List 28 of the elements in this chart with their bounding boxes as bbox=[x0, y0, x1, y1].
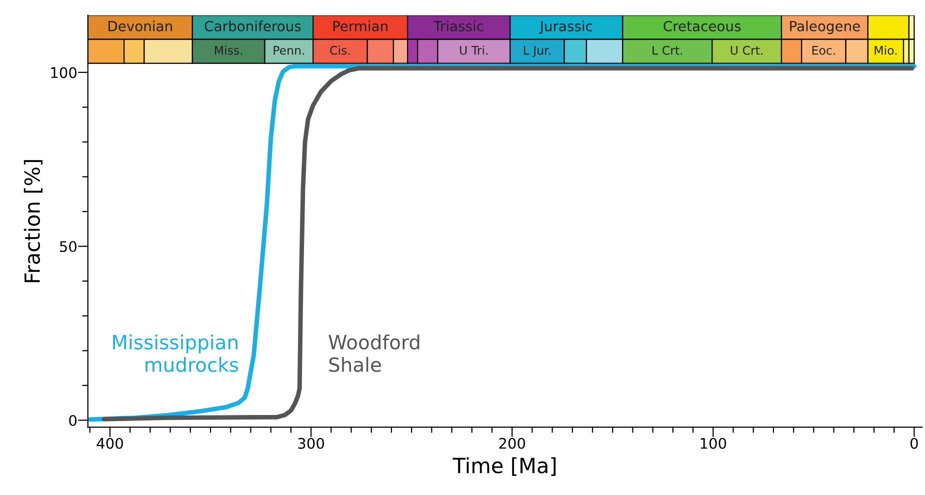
band-label: Cretaceous bbox=[664, 20, 741, 32]
band-label: Mio. bbox=[874, 46, 897, 55]
x-tick-label: 400 bbox=[96, 438, 123, 449]
x-tick-label: 100 bbox=[700, 438, 726, 449]
band-label: Jurassic bbox=[539, 20, 592, 34]
y-axis-title: Fraction [%] bbox=[24, 160, 42, 282]
band-label: Eoc. bbox=[812, 46, 835, 55]
band-label: Paleogene bbox=[790, 20, 860, 34]
band-label: Penn. bbox=[274, 46, 304, 55]
band-label: Carboniferous bbox=[204, 20, 301, 32]
x-tick-label: 300 bbox=[298, 438, 324, 449]
x-axis-title: Time [Ma] bbox=[452, 457, 556, 476]
y-tick-label: 50 bbox=[60, 241, 76, 252]
y-tick-label: 100 bbox=[51, 67, 76, 78]
y-tick-label: 0 bbox=[69, 414, 76, 426]
band-label: Devonian bbox=[108, 20, 172, 32]
band-label: Permian bbox=[333, 20, 388, 32]
x-tick-label: 200 bbox=[499, 438, 526, 449]
band-label: Miss. bbox=[215, 46, 242, 55]
band-label: U Tri. bbox=[460, 46, 488, 55]
band-label: Cis. bbox=[330, 46, 350, 55]
band-label: L Jur. bbox=[524, 46, 550, 57]
band-label: U Crt. bbox=[730, 46, 762, 55]
x-tick-label: 0 bbox=[910, 438, 918, 449]
series-label: Mississippian mudrocks bbox=[113, 334, 238, 372]
band-label: L Crt. bbox=[652, 46, 682, 55]
series-label: Woodford Shale bbox=[328, 334, 420, 372]
band-label: Triassic bbox=[434, 20, 484, 32]
